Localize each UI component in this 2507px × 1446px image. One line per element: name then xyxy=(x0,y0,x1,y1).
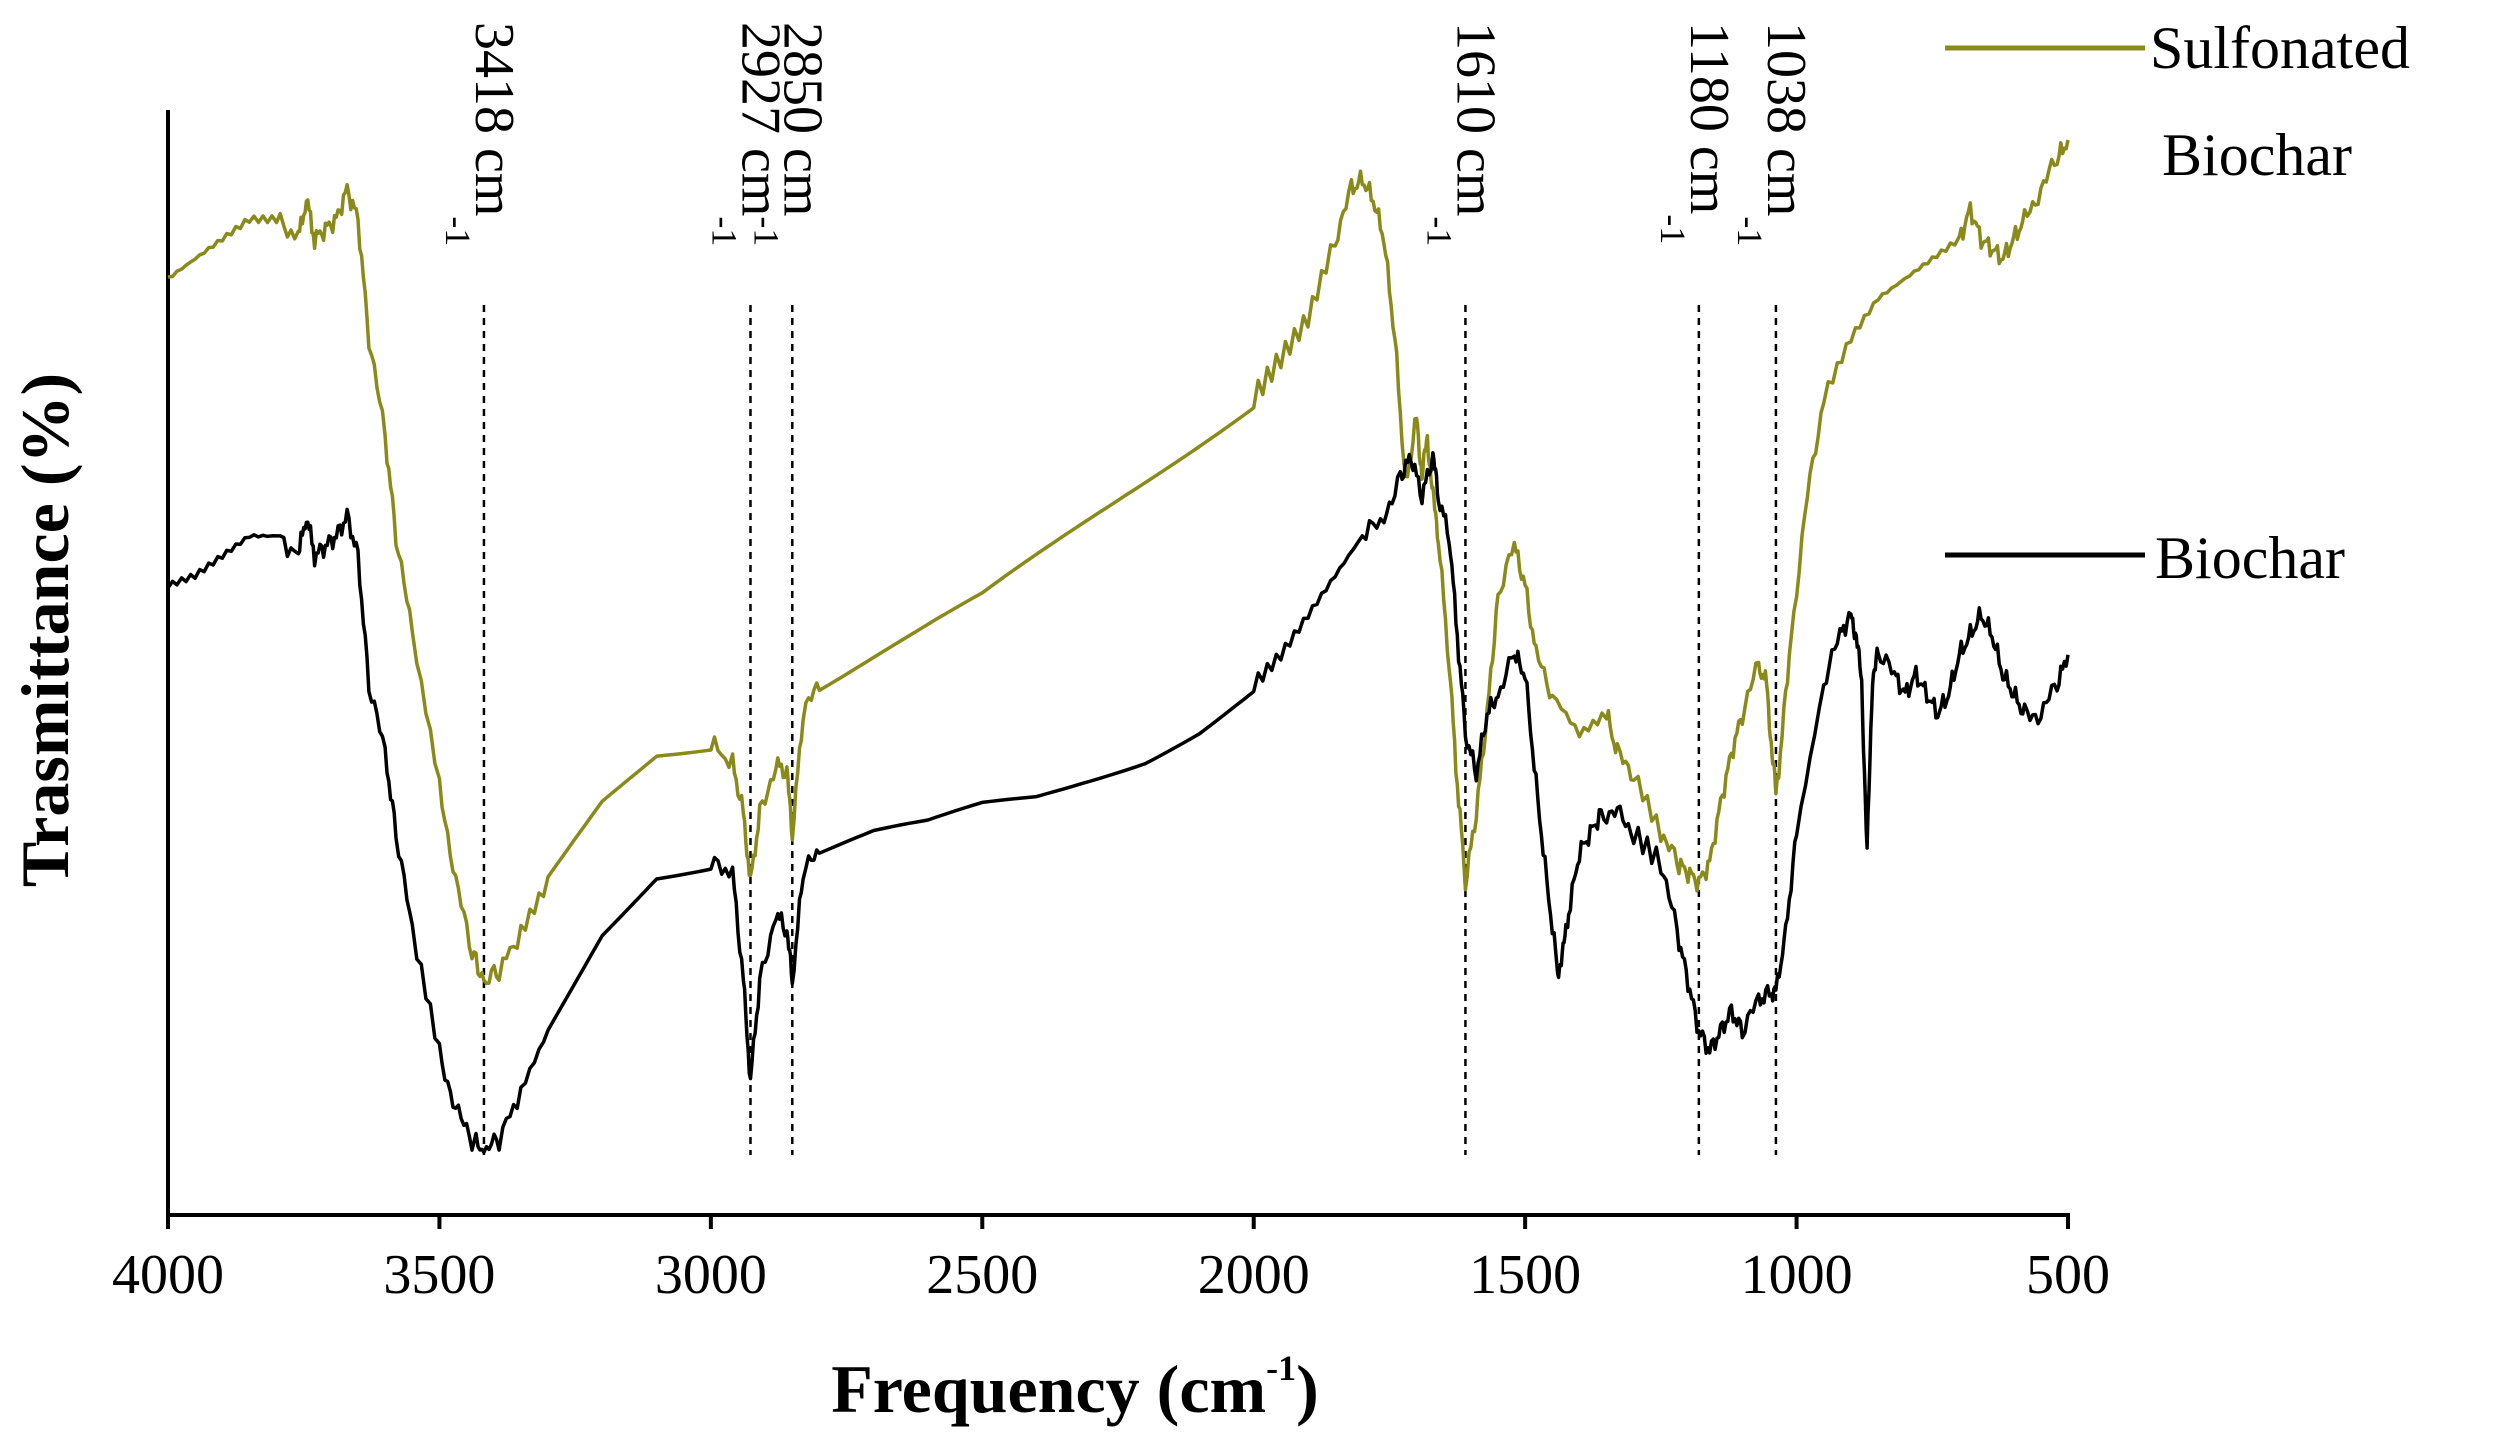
peak-label: 1038 cm-1 xyxy=(1730,22,1817,246)
series-line-sulfonated-biochar xyxy=(167,139,2070,986)
series-layer xyxy=(166,139,2070,1155)
x-tick-label: 2500 xyxy=(926,1244,1038,1306)
series-line-biochar xyxy=(166,450,2070,1155)
peak-label: 1610 cm-1 xyxy=(1419,22,1506,246)
x-tick-label: 1000 xyxy=(1741,1244,1853,1306)
x-axis-title: Frequency (cm-1) xyxy=(831,1348,1319,1427)
x-tick-label: 3000 xyxy=(655,1244,767,1306)
x-tick-label: 500 xyxy=(2026,1244,2110,1306)
legend-label-sulfonated-line2: Biochar xyxy=(2162,122,2352,188)
y-axis-title: Trasmittance (%) xyxy=(7,373,83,887)
x-tick-label: 1500 xyxy=(1469,1244,1581,1306)
x-tick-label: 3500 xyxy=(383,1244,495,1306)
peak-label: 3418 cm-1 xyxy=(438,22,525,246)
tick-layer: 4000 3500 3000 2500 2000 1500 1000 500 xyxy=(112,1215,2110,1306)
legend-label-sulfonated: Sulfonated xyxy=(2150,15,2410,81)
peak-label: 2927 cm-1 xyxy=(704,22,791,246)
plot-area xyxy=(166,110,2070,1217)
legend: Sulfonated Biochar Biochar xyxy=(1945,15,2410,591)
peak-label: 1180 cm-1 xyxy=(1653,22,1740,244)
x-tick-label: 4000 xyxy=(112,1244,224,1306)
legend-label-biochar: Biochar xyxy=(2155,525,2345,591)
x-tick-label: 2000 xyxy=(1198,1244,1310,1306)
peak-label: 2850 cm-1 xyxy=(746,22,833,246)
